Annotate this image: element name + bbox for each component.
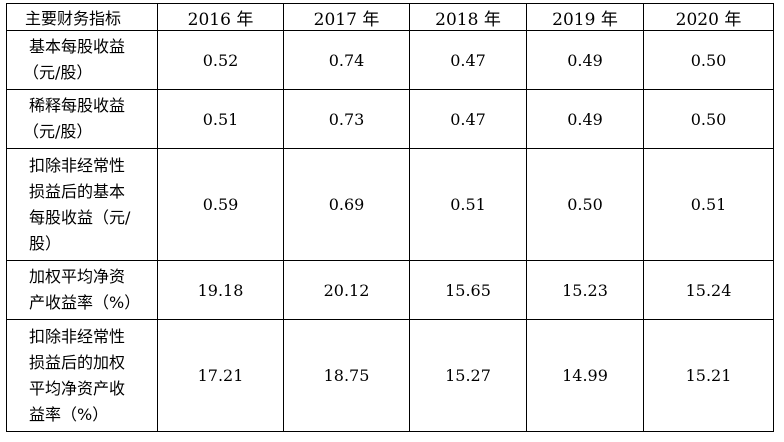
row-label: 加权平均净资 产收益率（%） [6,260,158,320]
table-cell: 15.65 [409,260,527,320]
table-cell: 0.74 [283,30,410,90]
row-label-line: 产收益率（%） [29,293,141,312]
table-cell: 0.59 [157,148,284,261]
header-year-2018: 2018 年 [409,3,527,31]
row-label-line: （元/股） [23,63,93,82]
table-cell: 0.52 [157,30,284,90]
table-cell: 0.47 [409,30,527,90]
row-label-line: （元/股） [23,122,93,141]
header-year-2017: 2017 年 [283,3,410,31]
table-cell: 15.27 [409,319,527,432]
row-label-line: 每股收益（元/ [29,207,131,227]
row-label-line: 扣除非经常性 [29,326,126,346]
table-header-row: 主要财务指标 2016 年 2017 年 2018 年 2019 年 2020 … [6,3,774,31]
row-label-line: 损益后的加权 [29,352,126,372]
table-cell: 14.99 [526,319,644,432]
header-indicator: 主要财务指标 [6,3,158,31]
table-cell: 0.50 [526,148,644,261]
table-cell: 20.12 [283,260,410,320]
table-row: 稀释每股收益 （元/股） 0.51 0.73 0.47 0.49 0.50 [6,89,774,149]
table-cell: 0.51 [643,148,774,261]
row-label-line: 平均净资产收 [29,378,126,398]
row-label-line: 股） [29,233,62,253]
table-row: 扣除非经常性 损益后的加权 平均净资产收 益率（%） 17.21 18.75 1… [6,319,774,432]
row-label-line: 基本每股收益 [29,37,126,56]
table-row: 基本每股收益 （元/股） 0.52 0.74 0.47 0.49 0.50 [6,30,774,90]
table-cell: 17.21 [157,319,284,432]
financial-indicators-table: 主要财务指标 2016 年 2017 年 2018 年 2019 年 2020 … [6,3,774,432]
table-cell: 0.51 [409,148,527,261]
row-label: 扣除非经常性 损益后的基本 每股收益（元/ 股） [6,148,158,261]
row-label: 扣除非经常性 损益后的加权 平均净资产收 益率（%） [6,319,158,432]
table-cell: 0.49 [526,89,644,149]
header-year-2016: 2016 年 [157,3,284,31]
table-cell: 0.47 [409,89,527,149]
table-cell: 0.73 [283,89,410,149]
header-year-2020: 2020 年 [643,3,774,31]
table-row: 扣除非经常性 损益后的基本 每股收益（元/ 股） 0.59 0.69 0.51 … [6,148,774,261]
table-cell: 15.23 [526,260,644,320]
table-cell: 0.69 [283,148,410,261]
table-cell: 0.49 [526,30,644,90]
row-label-line: 扣除非经常性 [29,155,126,175]
header-year-2019: 2019 年 [526,3,644,31]
table-cell: 19.18 [157,260,284,320]
row-label-line: 损益后的基本 [29,181,126,201]
table-cell: 0.50 [643,89,774,149]
table-cell: 0.50 [643,30,774,90]
table-cell: 15.24 [643,260,774,320]
row-label: 基本每股收益 （元/股） [6,30,158,90]
row-label: 稀释每股收益 （元/股） [6,89,158,149]
table-cell: 0.51 [157,89,284,149]
row-label-line: 稀释每股收益 [29,96,126,115]
table-cell: 15.21 [643,319,774,432]
table-cell: 18.75 [283,319,410,432]
table-row: 加权平均净资 产收益率（%） 19.18 20.12 15.65 15.23 1… [6,260,774,320]
row-label-line: 益率（%） [29,404,109,424]
row-label-line: 加权平均净资 [29,267,126,286]
